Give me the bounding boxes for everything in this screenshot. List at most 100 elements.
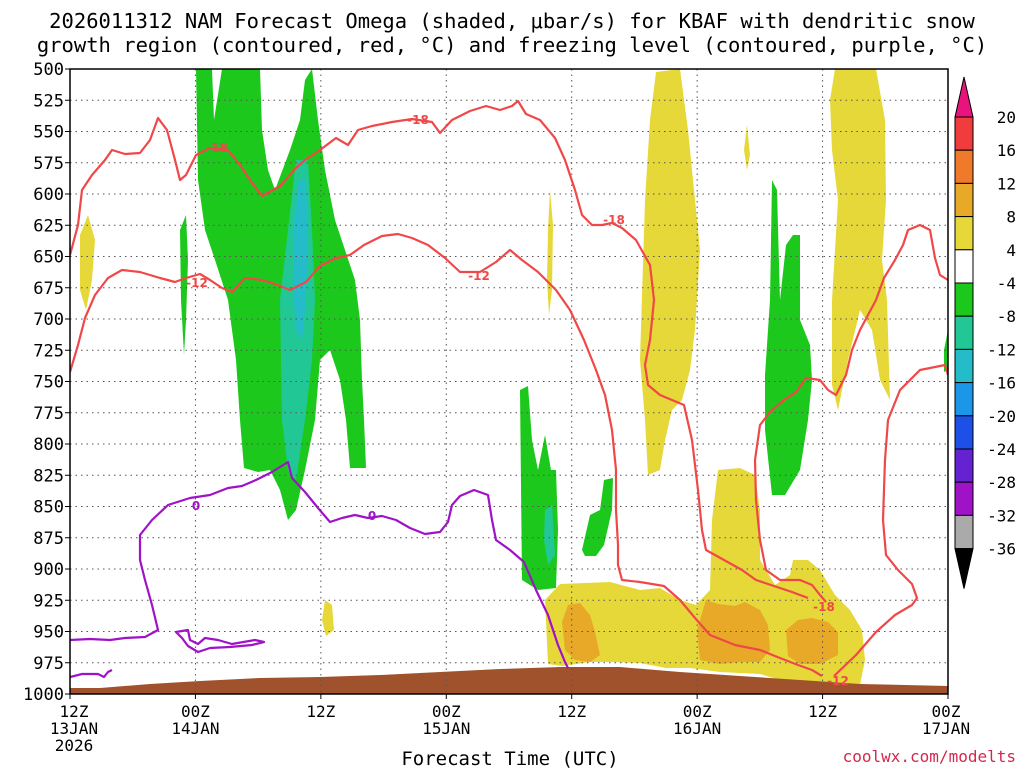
colorbar-segment — [954, 382, 974, 417]
omega-area-green-4 — [582, 478, 613, 556]
colorbar: 20 16 12 8 4 -4 -8 -12 -16 -20 -24 -28 -32 -36 — [954, 76, 1016, 589]
chart-title-line-2: growth region (contoured, red, °C) and f… — [37, 33, 987, 57]
y-tick-label: 675 — [33, 279, 64, 299]
dgz-label-3: -18 — [603, 213, 625, 227]
y-tick-label: 600 — [33, 185, 64, 205]
omega-area-yellow-7 — [545, 468, 865, 685]
y-tick-label: 800 — [33, 435, 64, 455]
credit-text: coolwx.com/modelts — [843, 747, 1016, 766]
colorbar-segment — [954, 415, 974, 450]
freezing-contour-main — [70, 460, 569, 669]
x-tick-label: 00Z — [932, 702, 961, 721]
y-tick-label: 875 — [33, 529, 64, 549]
y-tick-label: 625 — [33, 216, 64, 236]
freezing-contour-labels: 0 0 — [192, 499, 376, 523]
freezing-label-2: 0 — [368, 509, 376, 523]
colorbar-segment — [954, 282, 974, 317]
y-tick-label: 750 — [33, 373, 64, 393]
freezing-contour-blob-1 — [174, 628, 266, 654]
x-axis-title: Forecast Time (UTC) — [401, 748, 618, 768]
y-tick-label: 500 — [33, 60, 64, 80]
colorbar-segment — [954, 514, 974, 550]
x-tick-label: 12Z — [557, 702, 586, 721]
colorbar-top-arrow — [954, 76, 974, 118]
dgz-label-4: -12 — [186, 276, 208, 290]
x-tick-label: 15JAN — [422, 719, 470, 738]
colorbar-segment — [954, 315, 974, 350]
colorbar-segment — [954, 481, 974, 516]
x-tick-label: 2026 — [55, 736, 94, 755]
colorbar-tick-label: 8 — [1006, 208, 1016, 227]
x-tick-label: 13JAN — [50, 719, 98, 738]
terrain-surface — [70, 667, 948, 694]
colorbar-bottom-arrow — [954, 548, 974, 589]
colorbar-segment — [954, 216, 974, 251]
x-tick-label: 00Z — [432, 702, 461, 721]
omega-shading-cyan — [293, 180, 308, 340]
colorbar-segment — [954, 182, 974, 218]
omega-shading-yellow — [80, 69, 890, 685]
dgz-contour-right-1 — [833, 363, 948, 677]
dgz-label-6: -18 — [813, 600, 835, 614]
grid-lines — [70, 69, 948, 694]
colorbar-tick-label: -20 — [987, 407, 1016, 426]
dgz-contour-minus12-a — [70, 232, 823, 677]
omega-area-cyan-1 — [293, 180, 308, 340]
y-tick-label: 1000 — [23, 685, 64, 705]
y-tick-label: 925 — [33, 591, 64, 611]
omega-area-yellow-2 — [830, 69, 890, 410]
y-tick-label: 550 — [33, 123, 64, 143]
dgz-label-2: -18 — [407, 113, 429, 127]
y-tick-label: 700 — [33, 310, 64, 330]
colorbar-segment — [954, 348, 974, 384]
y-tick-label: 575 — [33, 154, 64, 174]
y-tick-label: 725 — [33, 341, 64, 361]
colorbar-tick-label: 16 — [997, 141, 1016, 160]
omega-area-orange-3 — [786, 618, 838, 664]
colorbar-segment — [954, 249, 974, 284]
dgz-label-7: -12 — [827, 674, 849, 688]
dgz-contour-right-2 — [753, 223, 948, 603]
x-tick-label: 00Z — [683, 702, 712, 721]
chart-title-line-1: 2026011312 NAM Forecast Omega (shaded, μ… — [49, 9, 975, 33]
colorbar-tick-label: -28 — [987, 473, 1016, 492]
freezing-level-contours — [70, 460, 569, 679]
colorbar-tick-label: -8 — [997, 307, 1016, 326]
y-axis: 500 525 550 575 600 625 650 675 700 725 750 775 800 8… — [23, 60, 70, 705]
dgz-contour-labels: -18 -18 -18 -12 -12 -18 -12 — [186, 113, 849, 688]
x-tick-label: 00Z — [181, 702, 210, 721]
omega-area-green-2 — [180, 215, 188, 355]
colorbar-tick-label: -32 — [987, 506, 1016, 525]
y-tick-label: 950 — [33, 623, 64, 643]
colorbar-tick-label: -36 — [987, 540, 1016, 559]
y-tick-label: 825 — [33, 466, 64, 486]
y-tick-label: 975 — [33, 654, 64, 674]
dgz-contour-minus18-a — [70, 99, 809, 600]
colorbar-tick-label: 20 — [997, 108, 1016, 127]
dgz-contours — [70, 99, 948, 677]
colorbar-tick-label: 12 — [997, 174, 1016, 193]
colorbar-tick-label: -12 — [987, 340, 1016, 359]
colorbar-tick-label: -16 — [987, 374, 1016, 393]
omega-area-green-5 — [765, 180, 812, 495]
omega-area-yellow-6 — [322, 600, 334, 636]
y-tick-label: 650 — [33, 248, 64, 268]
omega-area-yellow-5 — [744, 125, 750, 170]
omega-area-yellow-3 — [80, 215, 95, 310]
freezing-contour-blob-2 — [70, 669, 113, 679]
colorbar-segment — [954, 116, 974, 151]
colorbar-tick-label: 4 — [1006, 241, 1016, 260]
omega-area-green-6 — [944, 330, 948, 372]
x-tick-label: 12Z — [60, 702, 89, 721]
colorbar-segment — [954, 149, 974, 184]
y-tick-label: 900 — [33, 560, 64, 580]
x-tick-label: 12Z — [808, 702, 837, 721]
dgz-label-5: -12 — [468, 269, 490, 283]
x-tick-label: 16JAN — [673, 719, 721, 738]
y-tick-label: 850 — [33, 498, 64, 518]
x-tick-label: 14JAN — [171, 719, 219, 738]
omega-area-yellow-1 — [640, 69, 700, 475]
colorbar-tick-label: -4 — [997, 274, 1016, 293]
y-tick-label: 775 — [33, 404, 64, 424]
